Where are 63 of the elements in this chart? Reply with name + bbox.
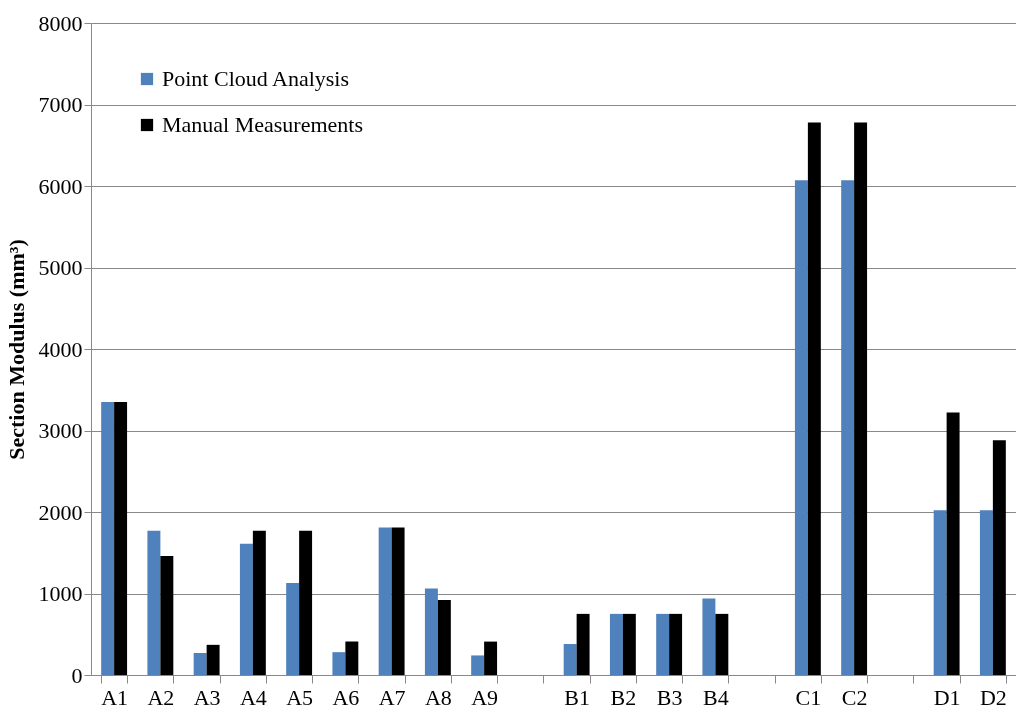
bar xyxy=(147,530,161,675)
bar xyxy=(854,122,868,675)
bar xyxy=(437,600,451,675)
x-tick-label: C1 xyxy=(795,684,822,710)
bar xyxy=(193,653,207,675)
x-tick-label: A3 xyxy=(193,684,221,710)
bar xyxy=(239,543,253,675)
bar xyxy=(563,644,577,675)
bar xyxy=(576,613,590,675)
legend-label: Point Cloud Analysis xyxy=(162,66,350,91)
bar xyxy=(332,652,346,675)
bar xyxy=(933,510,947,675)
bar xyxy=(656,613,670,675)
x-tick-label: D1 xyxy=(933,684,961,710)
bar xyxy=(299,530,313,675)
y-tick-label: 0 xyxy=(71,662,83,688)
bar xyxy=(424,588,438,675)
bar xyxy=(378,527,392,675)
x-tick-label: B1 xyxy=(564,684,590,710)
x-tick-label: A5 xyxy=(286,684,314,710)
y-tick-label: 2000 xyxy=(38,499,83,525)
bar xyxy=(702,598,716,675)
bar xyxy=(841,180,855,675)
bar xyxy=(622,613,636,675)
bar xyxy=(992,440,1006,675)
x-tick-label: A2 xyxy=(147,684,175,710)
bar xyxy=(286,582,300,675)
bar xyxy=(114,401,128,675)
bar xyxy=(345,641,359,675)
bar xyxy=(252,530,266,675)
x-tick-label: A7 xyxy=(378,684,406,710)
bar xyxy=(669,613,683,675)
bar xyxy=(979,510,993,675)
bar xyxy=(160,556,174,675)
y-tick-label: 6000 xyxy=(38,173,83,199)
x-tick-label: A6 xyxy=(332,684,360,710)
y-tick-label: 8000 xyxy=(38,10,83,36)
y-axis-title: Section Modulus (mm³) xyxy=(3,239,29,460)
y-tick-label: 5000 xyxy=(38,255,83,280)
bar xyxy=(794,180,808,675)
x-tick-label: A1 xyxy=(101,684,129,710)
x-tick-label: A9 xyxy=(471,684,499,710)
y-tick-label: 7000 xyxy=(38,92,83,117)
bar xyxy=(715,613,729,675)
y-tick-label: 3000 xyxy=(38,418,83,443)
x-tick-label: A4 xyxy=(239,684,267,710)
y-tick-label: 4000 xyxy=(38,336,83,362)
bar xyxy=(206,644,220,675)
bar xyxy=(609,613,623,675)
x-tick-label: B2 xyxy=(610,684,637,710)
x-tick-label: B3 xyxy=(656,684,683,710)
legend-label: Manual Measurements xyxy=(162,112,363,137)
bar xyxy=(946,412,960,675)
bar xyxy=(101,401,115,675)
bar xyxy=(484,641,498,675)
x-tick-label: A8 xyxy=(424,684,452,710)
x-tick-label: C2 xyxy=(841,684,868,710)
x-tick-label: B4 xyxy=(703,684,729,710)
y-tick-label: 1000 xyxy=(38,581,83,606)
bar xyxy=(807,122,821,675)
x-tick-label: D2 xyxy=(979,684,1007,710)
bar xyxy=(391,527,405,675)
bar xyxy=(471,655,485,675)
